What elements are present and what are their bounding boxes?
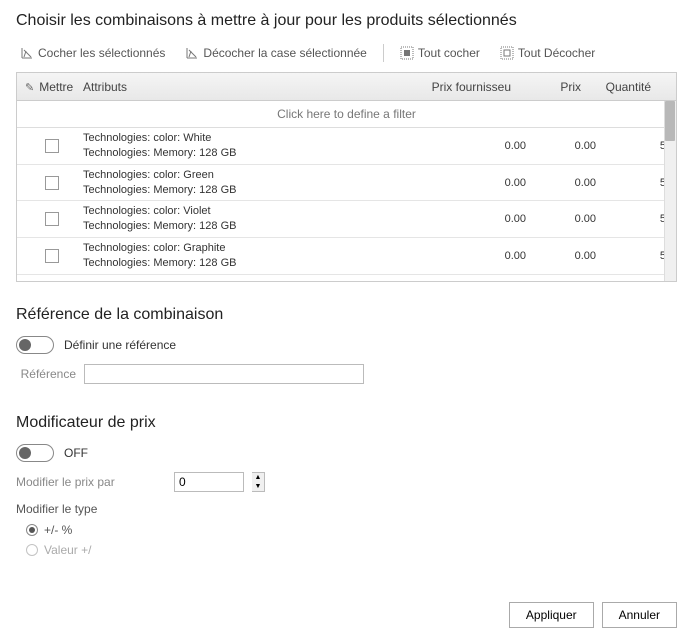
spinner-down[interactable]: ▼ — [252, 482, 264, 491]
price-spinner[interactable]: ▲ ▼ — [252, 472, 265, 492]
col-update-header[interactable]: Mettre — [17, 80, 79, 94]
scrollbar[interactable] — [664, 101, 676, 281]
check-icon — [20, 46, 34, 60]
cancel-button[interactable]: Annuler — [602, 602, 677, 628]
uncheck-icon — [185, 46, 199, 60]
radio-percent-label: +/- % — [44, 523, 72, 537]
modify-price-input[interactable] — [174, 472, 244, 492]
row-checkbox[interactable] — [45, 176, 59, 190]
toggle-knob — [19, 339, 31, 351]
check-all-label: Tout cocher — [418, 46, 480, 60]
check-all-button[interactable]: Tout cocher — [396, 44, 484, 62]
reference-input[interactable] — [84, 364, 364, 384]
toggle-knob — [19, 447, 31, 459]
row-attributes: Technologies: color: GreenTechnologies: … — [79, 168, 436, 198]
spinner-up[interactable]: ▲ — [252, 473, 264, 482]
reference-section-title: Référence de la combinaison — [0, 282, 693, 332]
reference-toggle-label: Définir une référence — [64, 338, 176, 352]
uncheck-all-button[interactable]: Tout Décocher — [496, 44, 599, 62]
grid-body[interactable]: Technologies: color: WhiteTechnologies: … — [17, 128, 676, 280]
price-mod-toggle-label: OFF — [64, 446, 88, 460]
row-price: 0.00 — [536, 177, 606, 189]
radio-percent[interactable] — [26, 524, 38, 536]
col-attributes-header[interactable]: Attributs — [79, 80, 421, 94]
toolbar: Cocher les sélectionnés Décocher la case… — [0, 38, 693, 72]
row-attributes: Technologies: color: VioletTechnologies:… — [79, 204, 436, 234]
reference-field-label: Référence — [16, 367, 76, 381]
row-checkbox[interactable] — [45, 212, 59, 226]
reference-toggle[interactable] — [16, 336, 54, 354]
uncheck-all-label: Tout Décocher — [518, 46, 595, 60]
apply-button[interactable]: Appliquer — [509, 602, 594, 628]
row-attributes: Technologies: color: WhiteTechnologies: … — [79, 131, 436, 161]
scrollbar-thumb[interactable] — [665, 101, 675, 141]
radio-value[interactable] — [26, 544, 38, 556]
combinations-grid: Mettre Attributs Prix fournisseu Prix Qu… — [16, 72, 677, 282]
col-update-label: Mettre — [39, 80, 73, 94]
grid-header: Mettre Attributs Prix fournisseu Prix Qu… — [17, 73, 676, 101]
price-mod-toggle[interactable] — [16, 444, 54, 462]
toolbar-separator — [383, 44, 384, 62]
check-selected-label: Cocher les sélectionnés — [38, 46, 165, 60]
modify-type-label: Modifier le type — [16, 500, 677, 520]
col-supplier-price-header[interactable]: Prix fournisseu — [421, 80, 521, 94]
deselect-all-icon — [500, 46, 514, 60]
row-attributes: Technologies: color: GraphiteTechnologie… — [79, 241, 436, 271]
table-row[interactable]: Technologies: color: WhiteTechnologies: … — [17, 128, 676, 165]
radio-value-label: Valeur +/ — [44, 543, 91, 557]
row-price: 0.00 — [536, 213, 606, 225]
col-qty-header[interactable]: Quantité — [591, 80, 661, 94]
button-bar: Appliquer Annuler — [509, 602, 677, 628]
col-price-header[interactable]: Prix — [521, 80, 591, 94]
filter-row[interactable]: Click here to define a filter — [17, 101, 676, 128]
modify-price-label: Modifier le prix par — [16, 475, 166, 489]
pencil-icon — [25, 80, 36, 94]
table-row[interactable]: Technologies: color: VioletTechnologies:… — [17, 201, 676, 238]
row-attributes: Technologies: color: BlueTechnologies: M… — [79, 278, 436, 280]
row-supplier-price: 0.00 — [436, 177, 536, 189]
price-mod-section-title: Modificateur de prix — [0, 390, 693, 440]
select-all-icon — [400, 46, 414, 60]
uncheck-selected-label: Décocher la case sélectionnée — [203, 46, 366, 60]
table-row[interactable]: Technologies: color: GreenTechnologies: … — [17, 165, 676, 202]
row-supplier-price: 0.00 — [436, 213, 536, 225]
table-row[interactable]: Technologies: color: GraphiteTechnologie… — [17, 238, 676, 275]
check-selected-button[interactable]: Cocher les sélectionnés — [16, 44, 169, 62]
uncheck-selected-button[interactable]: Décocher la case sélectionnée — [181, 44, 370, 62]
row-checkbox[interactable] — [45, 139, 59, 153]
dialog-title: Choisir les combinaisons à mettre à jour… — [0, 0, 693, 38]
row-price: 0.00 — [536, 140, 606, 152]
row-checkbox[interactable] — [45, 249, 59, 263]
table-row[interactable]: Technologies: color: BlueTechnologies: M… — [17, 275, 676, 280]
row-price: 0.00 — [536, 250, 606, 262]
row-supplier-price: 0.00 — [436, 140, 536, 152]
row-supplier-price: 0.00 — [436, 250, 536, 262]
